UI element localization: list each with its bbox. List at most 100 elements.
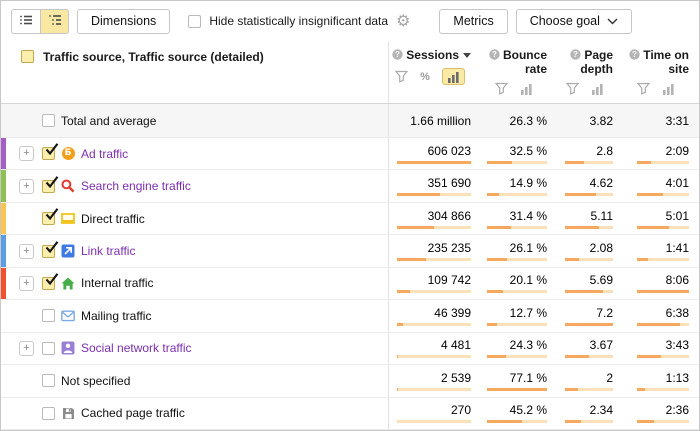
metric-cell-time-on-site: 6:38 xyxy=(623,300,699,331)
filter-funnel-icon[interactable] xyxy=(637,82,650,95)
bar-chart-view-icon[interactable] xyxy=(591,83,604,95)
metric-cell-time-on-site: 2:36 xyxy=(623,398,699,429)
settings-gear-icon[interactable]: ⚙ xyxy=(396,11,411,30)
expand-button[interactable]: + xyxy=(19,243,34,259)
metric-bar-fill xyxy=(487,290,503,294)
metric-bar-track xyxy=(487,420,547,424)
table-body: Total and average 1.66 million 26.3 % 3.82 3… xyxy=(1,104,699,430)
metric-value: 14.9 % xyxy=(509,176,547,191)
metric-bar-track xyxy=(565,258,613,262)
tree-view-button[interactable] xyxy=(40,8,69,34)
flat-list-view-button[interactable] xyxy=(11,8,40,34)
row-label[interactable]: Social network traffic xyxy=(81,341,192,356)
metric-bar-fill xyxy=(397,290,411,294)
metric-bar-fill xyxy=(487,258,508,262)
row-name-cell: Cached page traffic xyxy=(1,397,389,429)
dimensions-button[interactable]: Dimensions xyxy=(77,8,171,34)
bar-chart-view-icon[interactable] xyxy=(441,68,465,85)
column-label[interactable]: ? Bounce rate xyxy=(481,48,547,76)
metric-bar-track xyxy=(397,420,471,424)
table-row: Not specified 2 539 77.1 % 2 1:13 xyxy=(1,365,699,398)
row-label[interactable]: Ad traffic xyxy=(81,146,129,161)
help-icon[interactable]: ? xyxy=(570,49,582,60)
filter-funnel-icon[interactable] xyxy=(495,82,508,95)
row-checkbox[interactable] xyxy=(42,341,55,355)
metric-value: 1:41 xyxy=(665,241,689,256)
metric-bar-track xyxy=(637,258,689,262)
metric-value: 2:09 xyxy=(665,143,689,158)
metric-value: 304 866 xyxy=(427,208,471,223)
row-label: Cached page traffic xyxy=(81,406,185,421)
expand-button[interactable]: + xyxy=(19,340,34,356)
expand-button[interactable]: + xyxy=(19,275,34,291)
metric-bar-fill xyxy=(487,355,506,359)
row-checkbox[interactable] xyxy=(42,240,59,258)
choose-goal-button[interactable]: Choose goal xyxy=(515,8,632,34)
metric-bar-track xyxy=(565,322,613,326)
metric-value: 3:43 xyxy=(665,338,689,353)
metric-value: 31.4 % xyxy=(509,208,547,223)
row-checkbox[interactable] xyxy=(42,175,59,193)
metric-cell-page-depth: 3.82 xyxy=(557,104,623,137)
metric-value: 5.69 xyxy=(589,273,613,288)
metric-bar-fill xyxy=(637,290,689,294)
metric-cell-time-on-site: 3:43 xyxy=(623,333,699,364)
column-label[interactable]: ? Page depth xyxy=(557,48,613,76)
bar-chart-view-icon[interactable] xyxy=(662,83,675,95)
metric-cell-bounce-rate: 31.4 % xyxy=(481,203,557,234)
dimension-header-label: Traffic source, Traffic source (detailed… xyxy=(43,50,264,64)
metric-cell-sessions: 4 481 xyxy=(389,333,481,364)
help-icon[interactable]: ? xyxy=(489,49,500,60)
row-checkbox[interactable] xyxy=(42,208,59,226)
hide-insignificant-checkbox[interactable] xyxy=(188,14,202,28)
metric-bar-fill xyxy=(565,290,603,294)
row-checkbox[interactable] xyxy=(42,309,55,323)
column-label[interactable]: ? Time on site xyxy=(623,48,689,76)
metric-value: 4 481 xyxy=(440,338,471,353)
row-label: Mailing traffic xyxy=(81,308,152,323)
metric-cell-page-depth: 3.67 xyxy=(557,333,623,364)
filter-funnel-icon[interactable] xyxy=(395,70,409,83)
begun-coin-icon: Б xyxy=(61,147,75,161)
metric-bar-fill xyxy=(565,387,579,391)
series-color-stripe xyxy=(1,202,6,235)
expand-button[interactable]: + xyxy=(19,146,34,162)
metric-cell-page-depth: 5.11 xyxy=(557,203,623,234)
percent-view-icon[interactable]: % xyxy=(420,70,430,83)
total-row: Total and average 1.66 million 26.3 % 3.82 3… xyxy=(1,104,699,138)
metric-value: 2 539 xyxy=(440,370,471,385)
metric-value: 26.3 % xyxy=(509,113,547,128)
metric-bar-fill xyxy=(565,225,600,229)
sort-desc-icon xyxy=(463,53,471,59)
metric-value: 351 690 xyxy=(427,176,471,191)
flat-list-icon xyxy=(19,13,33,30)
dimension-header-cell: Traffic source, Traffic source (detailed… xyxy=(1,41,389,103)
metric-bar-fill xyxy=(397,355,398,359)
dimension-select-all-checkbox[interactable] xyxy=(21,50,34,63)
metric-bar-track xyxy=(487,225,547,229)
row-label[interactable]: Link traffic xyxy=(81,244,136,259)
metric-bar-fill xyxy=(397,225,435,229)
row-checkbox[interactable] xyxy=(42,374,55,388)
filter-funnel-icon[interactable] xyxy=(566,82,579,95)
metric-bar-track xyxy=(397,322,471,326)
row-checkbox[interactable] xyxy=(42,273,59,290)
help-icon[interactable]: ? xyxy=(392,49,403,60)
row-checkbox[interactable] xyxy=(42,114,55,127)
metric-bar-track xyxy=(565,160,613,164)
row-checkbox[interactable] xyxy=(42,143,59,161)
row-label[interactable]: Search engine traffic xyxy=(81,179,191,194)
bar-chart-view-icon[interactable] xyxy=(520,83,533,95)
row-name-cell: + Search engine traffic xyxy=(1,170,389,202)
metric-value: 12.7 % xyxy=(509,305,547,320)
metric-bar-track xyxy=(637,355,689,359)
row-checkbox[interactable] xyxy=(42,406,55,420)
metrics-button[interactable]: Metrics xyxy=(439,8,508,34)
column-label[interactable]: ? Sessions xyxy=(392,48,471,62)
hide-insignificant-group[interactable]: Hide statistically insignificant data xyxy=(188,14,388,28)
table-row: + Search engine traffic 351 690 14.9 % 4.62 4… xyxy=(1,170,699,203)
help-icon[interactable]: ? xyxy=(629,49,640,60)
metric-bar-track xyxy=(487,387,547,391)
expand-button[interactable]: + xyxy=(19,178,34,194)
